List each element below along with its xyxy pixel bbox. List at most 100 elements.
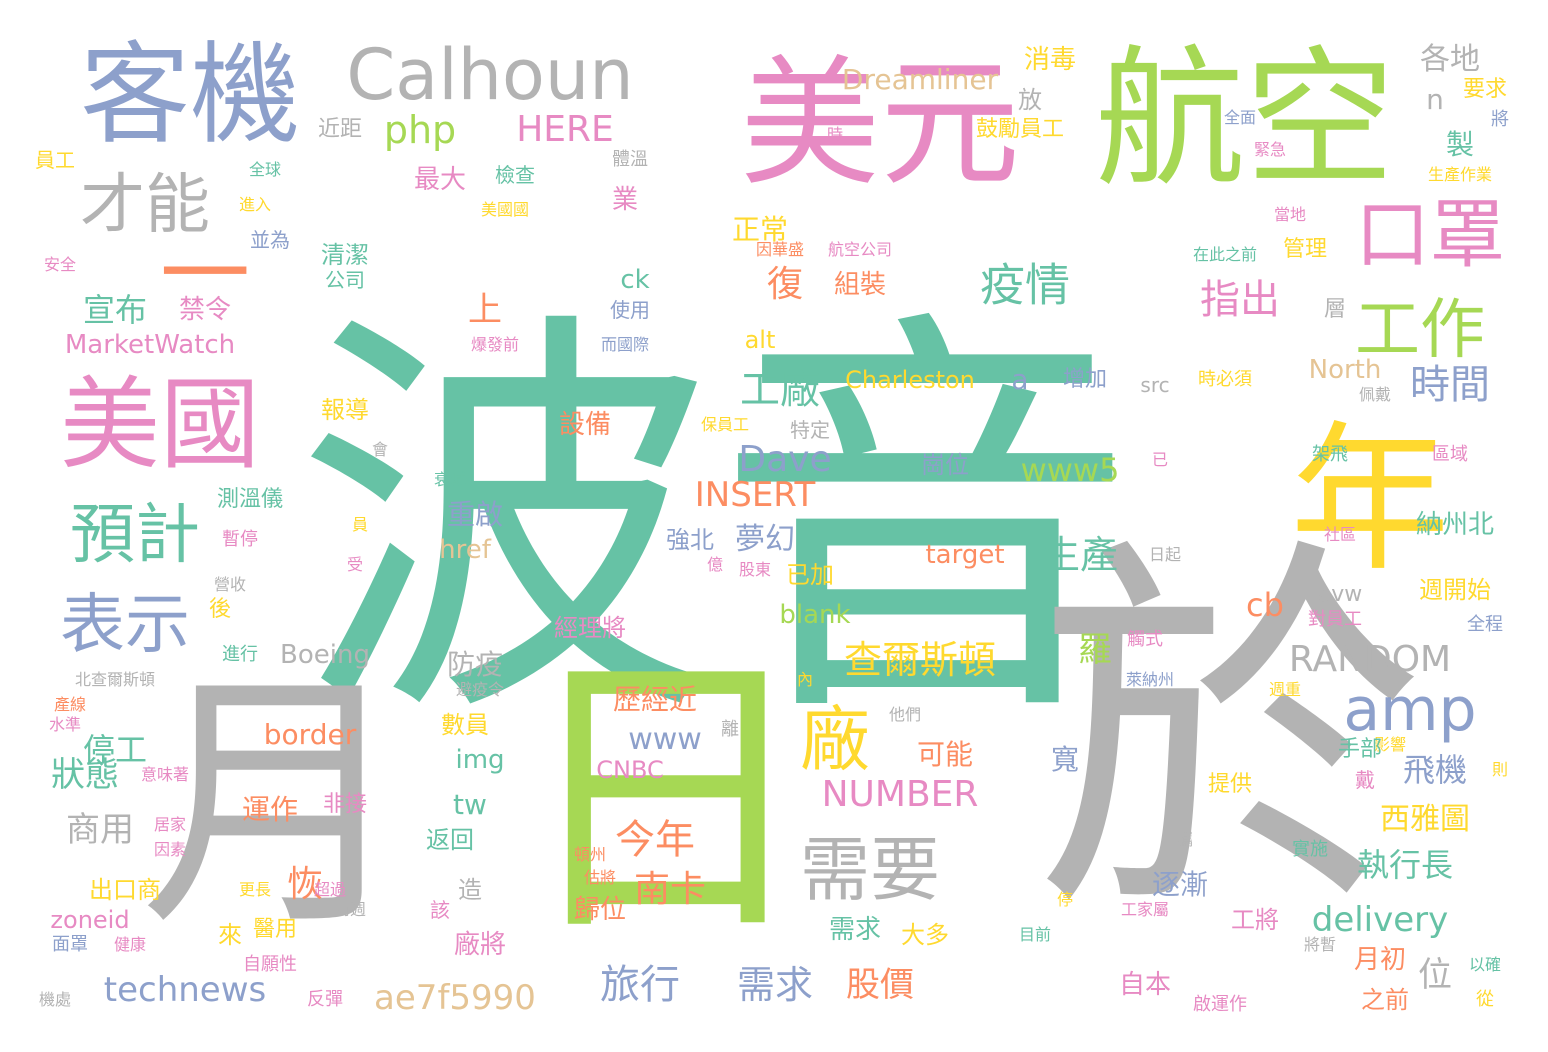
cloud-word: 頓州 [574,847,606,863]
cloud-word: 工作 [1355,298,1485,363]
cloud-word: HERE [516,112,614,148]
cloud-word: CNBC [596,758,664,782]
cloud-word: 公司 [325,270,365,290]
cloud-word: 強北 [666,528,714,552]
cloud-word: href [439,537,491,563]
cloud-word: 因華盛 [756,242,804,258]
cloud-word: Charleston [845,368,975,392]
cloud-word: 股東 [739,562,771,578]
cloud-word: 管理 [1283,239,1327,261]
cloud-word: 放 [1018,88,1042,112]
cloud-word: 因素 [154,842,186,858]
cloud-word: 內 [797,672,813,688]
cloud-word: 暫停 [222,531,258,549]
cloud-word: 來 [218,923,242,947]
cloud-word: 健康 [114,937,146,953]
cloud-word: 飛機 [1403,754,1467,786]
cloud-word: 攜 [1177,832,1193,848]
cloud-word: 非接 [323,794,367,816]
cloud-word: 使用 [610,300,650,320]
cloud-word: 日起 [1149,547,1181,563]
cloud-word: 工將 [1231,908,1279,932]
cloud-word: 緊急 [1254,142,1286,158]
cloud-word: 逐漸 [1152,871,1208,899]
cloud-word: www [628,725,702,755]
cloud-word: 商用 [66,813,134,847]
cloud-word: 測溫儀 [217,489,283,511]
cloud-word: 需求 [829,917,881,943]
cloud-word: 週開始 [1419,578,1491,602]
cloud-word: 設備 [559,412,611,438]
cloud-word: 受 [347,557,363,573]
cloud-word: 口罩 [1355,198,1505,273]
cloud-word: 組裝 [834,272,886,298]
cloud-word: 營收 [214,577,246,593]
cloud-word: RANDOM [1289,642,1451,678]
cloud-word: 生產 [1042,536,1118,574]
cloud-word: 超過 [314,882,346,898]
cloud-word: amp [1343,680,1476,740]
cloud-word: border [264,721,356,749]
cloud-word: 觸式 [1127,631,1163,649]
cloud-word: 航空公司 [828,242,892,258]
cloud-word: 提供 [1208,774,1252,796]
cloud-word: ck [620,267,649,293]
cloud-word: img [455,747,504,773]
cloud-word: 之前 [1361,988,1409,1012]
cloud-word: 工廠 [740,370,820,410]
cloud-word: 才能 [80,173,210,238]
cloud-word: 居家 [154,817,186,833]
cloud-word: 北查爾斯頓 [75,672,155,688]
cloud-word: 股價 [846,968,914,1002]
cloud-word: 防疫 [447,651,503,679]
cloud-word: 啟運作 [1193,996,1247,1014]
cloud-word: 保員工 [701,417,749,433]
cloud-word: 而國際 [601,337,649,353]
cloud-word: blank [779,602,850,628]
cloud-word: 面罩 [52,936,88,954]
cloud-word: 造 [458,878,482,902]
cloud-word: 兩週 [334,902,366,918]
cloud-word: 出口商 [89,878,161,902]
cloud-word: 億 [707,557,723,573]
cloud-word: 停 [1057,892,1073,908]
cloud-word: 今年 [615,820,695,860]
cloud-word: 衰減 [434,472,466,488]
cloud-word: 歷經近 [613,686,697,714]
cloud-word: 復 [767,267,803,303]
cloud-word: 體溫 [612,151,648,169]
cloud-word: 則 [1492,762,1508,778]
cloud-word: North [1309,357,1382,383]
cloud-word: 時 [827,127,843,143]
cloud-word: 產線 [54,697,86,713]
cloud-word: 需要 [800,835,940,905]
cloud-word: 納州北 [1416,512,1494,538]
cloud-word: 表示 [60,593,190,658]
cloud-word: 他們 [889,707,921,723]
cloud-word: INSERT [695,478,815,512]
cloud-word: 全面 [1224,110,1256,126]
cloud-word: 從 [1476,991,1494,1009]
cloud-word: 安全 [44,257,76,273]
cloud-word: 美國國 [481,202,529,218]
cloud-word: 各地 [1420,45,1480,75]
cloud-word: 當地 [1274,207,1306,223]
cloud-word: 層 [1324,299,1346,321]
cloud-word: 區域 [1432,446,1468,464]
cloud-word: 廠將 [454,932,506,958]
cloud-word: 執行長 [1357,849,1453,881]
cloud-word: 需求 [737,966,813,1004]
cloud-word: 位 [1418,958,1452,992]
cloud-word: 鼓勵員工 [976,119,1064,141]
cloud-word: 全球 [249,162,281,178]
cloud-word: 最大 [414,167,466,193]
cloud-word: Dreamliner [842,66,998,94]
cloud-word: 估將 [584,870,616,886]
cloud-word: 重啟 [447,501,503,529]
cloud-word: 歸位 [574,897,626,923]
cloud-word: 目前 [1019,927,1051,943]
cloud-word: 後 [209,599,231,621]
cloud-word: 指出 [1200,280,1280,320]
cloud-word: a [1011,366,1028,394]
cloud-word: www5 [1021,454,1120,486]
